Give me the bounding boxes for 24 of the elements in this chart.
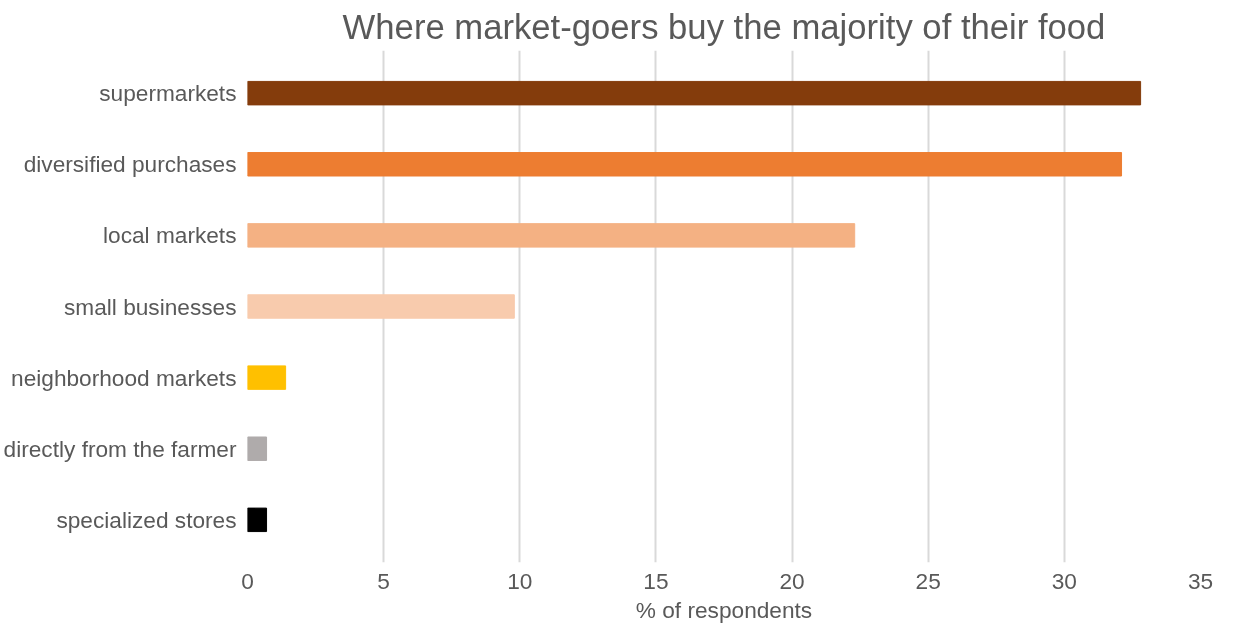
bar <box>247 152 1123 177</box>
bar <box>247 365 287 390</box>
x-tick-label: 0 <box>241 567 254 594</box>
bar <box>247 436 268 461</box>
x-tick-label: 5 <box>377 567 390 594</box>
y-tick-label: specialized stores <box>56 506 237 533</box>
x-tick-label: 20 <box>779 567 805 594</box>
x-tick-label: 30 <box>1051 567 1077 594</box>
x-tick-label: 15 <box>643 567 669 594</box>
y-tick-label: local markets <box>103 222 237 249</box>
y-tick-label: small businesses <box>63 293 237 320</box>
x-tick-label: 10 <box>507 567 533 594</box>
x-tick-label: 25 <box>915 567 941 594</box>
y-tick-label: supermarkets <box>99 80 237 107</box>
chart-title: Where market-goers buy the majority of their food <box>342 7 1106 46</box>
bar <box>247 507 268 533</box>
y-tick-label: diversified purchases <box>23 151 237 178</box>
bar <box>247 223 856 248</box>
y-tick-label: directly from the farmer <box>3 435 237 462</box>
bar <box>247 80 1142 106</box>
x-tick-label: 35 <box>1187 567 1214 594</box>
y-tick-label: neighborhood markets <box>11 364 237 391</box>
x-axis-title: % of respondents <box>635 596 813 623</box>
bar <box>247 294 515 319</box>
